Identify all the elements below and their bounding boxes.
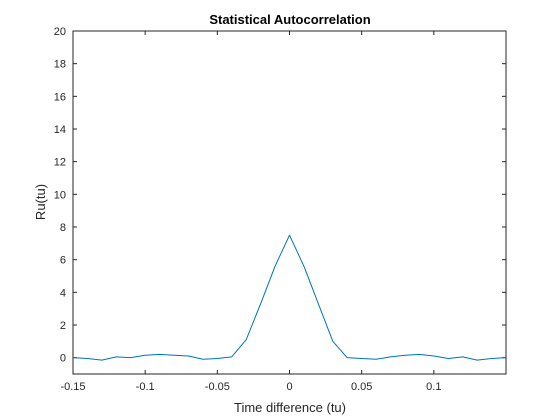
x-tick-label: 0 — [286, 381, 292, 393]
y-axis-ticks: 0 2 4 6 8 10 12 14 16 18 20 — [54, 26, 506, 365]
y-tick-label: 12 — [54, 157, 66, 169]
y-tick-label: 10 — [54, 189, 66, 201]
y-tick-label: 8 — [60, 222, 66, 234]
y-tick-label: 2 — [60, 320, 66, 332]
chart-title: Statistical Autocorrelation — [209, 12, 370, 27]
series-line — [72, 234, 507, 361]
x-tick-label: -0.05 — [205, 381, 230, 393]
x-axis-label: Time difference (tu) — [234, 400, 346, 415]
y-tick-label: 4 — [60, 287, 66, 299]
y-tick-label: 20 — [54, 26, 66, 38]
y-axis-label: Ru(tu) — [33, 184, 48, 220]
x-tick-label: -0.15 — [60, 381, 85, 393]
axes-box — [72, 30, 507, 375]
plot-area: -0.15 -0.1 -0.05 0 0.05 0.1 0 2 4 6 8 10 12 14 16 18 20 — [54, 26, 507, 393]
x-tick-label: 0.05 — [351, 381, 372, 393]
y-tick-label: 16 — [54, 91, 66, 103]
series-layer — [72, 234, 507, 361]
x-axis-ticks: -0.15 -0.1 -0.05 0 0.05 0.1 — [60, 31, 441, 393]
y-tick-label: 6 — [60, 255, 66, 267]
y-tick-label: 14 — [54, 124, 66, 136]
x-tick-label: 0.1 — [426, 381, 441, 393]
y-tick-label: 18 — [54, 59, 66, 71]
y-tick-label: 0 — [60, 353, 66, 365]
x-tick-label: -0.1 — [136, 381, 155, 393]
